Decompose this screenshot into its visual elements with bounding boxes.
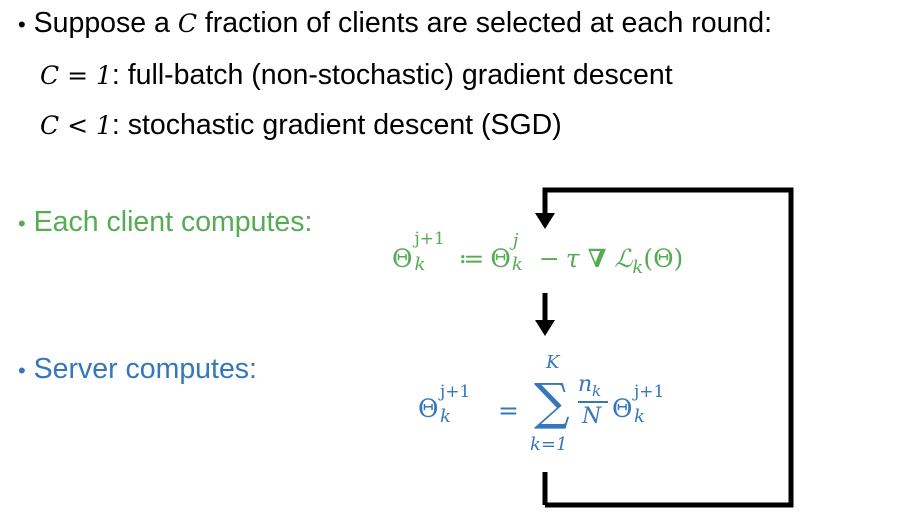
client-label: Each client computes: (33, 206, 313, 238)
c-equals-1: C = 1 (40, 61, 112, 90)
loop-line (542, 187, 794, 508)
theta-symbol: Θ (418, 394, 439, 423)
subscript: k (414, 254, 426, 275)
sgd-line: C < 1: stochastic gradient descent (SGD) (40, 108, 562, 143)
server-aggregate-equation: Θ j+1 k = K ∑ k=1 n k N Θ j+1 k (418, 352, 698, 468)
full-batch-line: C = 1: full-batch (non-stochastic) gradi… (40, 58, 673, 93)
subscript: k (634, 406, 645, 427)
superscript: j+1 (634, 382, 665, 402)
assign-symbol: ≔ (458, 244, 485, 273)
down-arrow-head-top (535, 213, 555, 229)
colon: : (111, 59, 120, 91)
theta-symbol: Θ (392, 244, 413, 273)
numerator-subscript: k (592, 382, 602, 400)
server-heading: • Server computes: (18, 352, 257, 388)
fraction-denominator: N (582, 404, 602, 429)
bullet: • (18, 211, 26, 236)
superscript: j (512, 230, 519, 251)
var-c: C (177, 9, 197, 38)
sum-upper-limit: K (546, 352, 560, 373)
theta-symbol: Θ (490, 244, 511, 273)
nabla-symbol: ∇ (587, 244, 607, 273)
bullet: • (18, 12, 26, 37)
subscript: k (511, 254, 523, 275)
full-batch-text: full-batch (non-stochastic) gradient des… (119, 59, 673, 91)
sum-symbol: ∑ (534, 373, 570, 431)
subscript: k (440, 406, 451, 427)
minus-symbol: − (538, 244, 560, 273)
server-label: Server computes: (33, 353, 257, 385)
intro-text-start: Suppose a (33, 7, 178, 39)
client-update-equation: Θ j+1 k ≔ Θ j k − τ ∇ ℒk(Θ) (392, 229, 684, 278)
superscript: j+1 (414, 229, 445, 249)
colon: : (111, 109, 120, 141)
intro-text-end: fraction of clients are selected at each… (196, 7, 773, 39)
intro-line: • Suppose a C fraction of clients are se… (18, 6, 772, 42)
fraction-bar (578, 401, 608, 403)
sum-lower-limit: k=1 (530, 434, 568, 455)
loss-subscript: k (632, 257, 644, 278)
client-heading: • Each client computes: (18, 205, 312, 241)
loss-symbol: ℒ (614, 244, 633, 273)
theta-symbol: Θ (612, 394, 633, 423)
equals-symbol: = (498, 396, 519, 425)
c-less-1: C < 1 (40, 111, 112, 140)
fraction-numerator: n (578, 372, 593, 397)
down-arrow-head-middle (535, 320, 555, 336)
bullet: • (18, 358, 26, 383)
loss-argument: (Θ) (643, 244, 684, 273)
sgd-text: stochastic gradient descent (SGD) (119, 109, 562, 141)
superscript: j+1 (440, 382, 471, 402)
tau-symbol: τ (565, 244, 580, 273)
